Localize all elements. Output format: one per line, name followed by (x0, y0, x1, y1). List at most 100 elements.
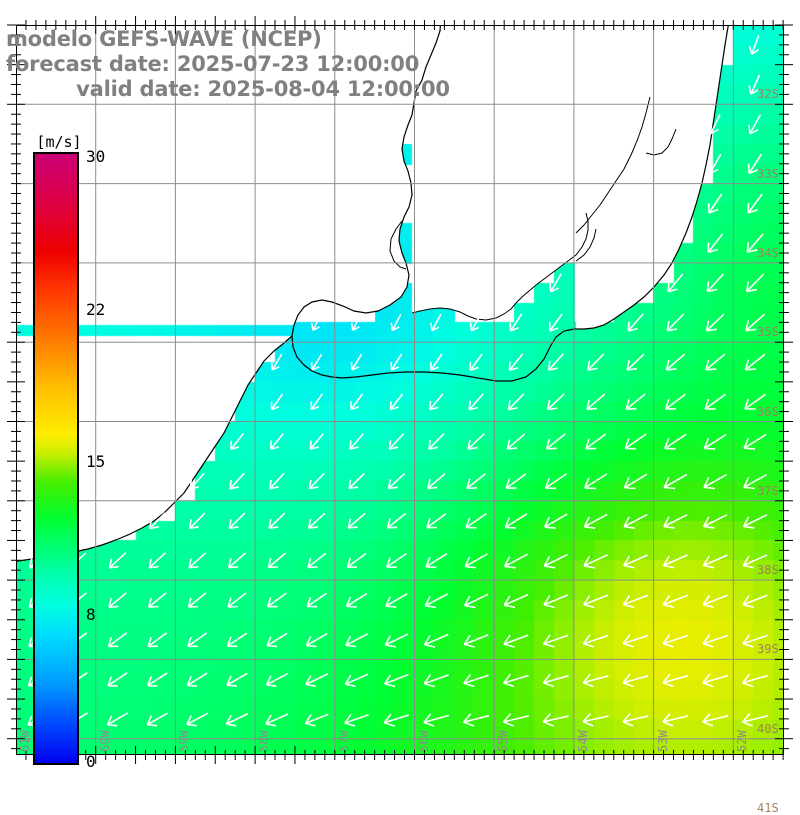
wind-arrow (389, 474, 405, 489)
lon-label-60W: 60W (98, 730, 112, 752)
lat-label-40S: 40S (757, 722, 779, 736)
wind-arrow (706, 354, 725, 370)
colorbar-unit-label: [m/s] (33, 133, 85, 151)
wind-arrow (703, 635, 728, 647)
wind-arrow (351, 394, 362, 409)
wind-arrow (228, 593, 246, 607)
colorbar-tick-0: 0 (86, 752, 96, 771)
wind-arrow (703, 714, 728, 726)
wind-arrow (624, 515, 647, 529)
lat-label-37S: 37S (757, 484, 779, 498)
wind-arrow (346, 634, 368, 647)
wind-arrow (349, 473, 364, 488)
wind-arrow (628, 314, 643, 331)
wind-arrow (547, 434, 566, 449)
wind-arrow (306, 674, 328, 686)
wind-arrow (391, 314, 400, 330)
wind-arrow (188, 633, 207, 646)
wind-arrow (668, 274, 683, 292)
wind-arrow (624, 595, 648, 607)
lat-label-39S: 39S (757, 642, 779, 656)
wind-arrow (187, 673, 207, 686)
wind-arrow (229, 513, 245, 528)
wind-arrow (190, 473, 204, 489)
wind-arrow (307, 593, 326, 606)
wind-arrow (427, 514, 446, 528)
wind-arrow (469, 394, 483, 410)
wind-arrow (465, 554, 487, 568)
wind-arrow (425, 634, 449, 647)
wind-arrow (546, 474, 567, 488)
wind-arrow (187, 713, 208, 725)
wind-arrow (704, 555, 728, 568)
lon-label-54W: 54W (576, 730, 590, 752)
wind-arrow (267, 674, 288, 687)
wind-arrow (504, 674, 529, 686)
wind-arrow (272, 394, 283, 410)
wind-arrow (471, 314, 482, 331)
wind-arrow (109, 593, 126, 608)
wind-arrow (544, 555, 567, 568)
wind-arrow (664, 515, 687, 528)
wind-arrow (430, 394, 443, 410)
colorbar-gradient[interactable] (33, 152, 79, 765)
wind-arrow (666, 394, 686, 409)
wind-arrow (504, 714, 529, 726)
wind-arrow (506, 474, 526, 488)
wind-arrow (544, 635, 569, 647)
wind-arrow (623, 674, 648, 686)
wind-arrow (464, 714, 489, 726)
wind-arrow (704, 434, 726, 449)
wind-arrow (305, 714, 328, 726)
wind-arrow (549, 354, 564, 370)
wind-arrow (231, 433, 244, 449)
wind-arrow (543, 714, 568, 726)
wind-arrow (227, 673, 247, 686)
wind-arrow (109, 633, 127, 647)
wind-arrow (424, 675, 449, 687)
wind-arrow (269, 513, 285, 528)
lat-label-41S: 41S (757, 801, 779, 815)
lon-label-57W: 57W (337, 730, 351, 752)
wind-arrow (505, 554, 528, 568)
wind-arrow (345, 714, 369, 726)
wind-arrow (391, 354, 402, 370)
wind-arrow (466, 514, 486, 528)
lat-label-32S: 32S (757, 87, 779, 101)
wind-arrow (229, 553, 246, 568)
wind-arrow (544, 595, 568, 608)
wind-arrow (743, 674, 768, 686)
lon-label-53W: 53W (656, 730, 670, 752)
wind-arrow (385, 675, 409, 687)
wind-arrow (149, 593, 166, 607)
wind-direction-arrows (16, 25, 784, 755)
lon-label-56W: 56W (417, 730, 431, 752)
wind-arrow (663, 674, 688, 686)
wind-arrow (429, 434, 444, 449)
wind-arrow (588, 354, 604, 370)
wind-arrow (470, 354, 482, 370)
wind-arrow (108, 673, 127, 686)
wind-arrow (750, 36, 759, 55)
wind-arrow (147, 713, 167, 726)
wind-arrow (587, 394, 605, 409)
wind-arrow (707, 274, 723, 292)
wind-arrow (544, 674, 569, 686)
wind-arrow (310, 434, 323, 450)
wind-arrow (384, 714, 409, 726)
wind-arrow (584, 514, 607, 528)
wind-arrow (744, 515, 767, 528)
wind-arrow (709, 194, 722, 213)
map-plot-area[interactable] (16, 25, 784, 755)
wind-arrow (584, 555, 608, 568)
wind-arrow (467, 474, 485, 489)
wind-arrow (386, 594, 407, 607)
wind-arrow (507, 434, 524, 449)
wind-arrow (308, 553, 326, 567)
wind-arrow (351, 354, 361, 370)
wind-arrow (665, 434, 687, 449)
wind-arrow (189, 553, 206, 568)
wind-arrow (746, 354, 765, 369)
wind-arrow (309, 513, 325, 528)
